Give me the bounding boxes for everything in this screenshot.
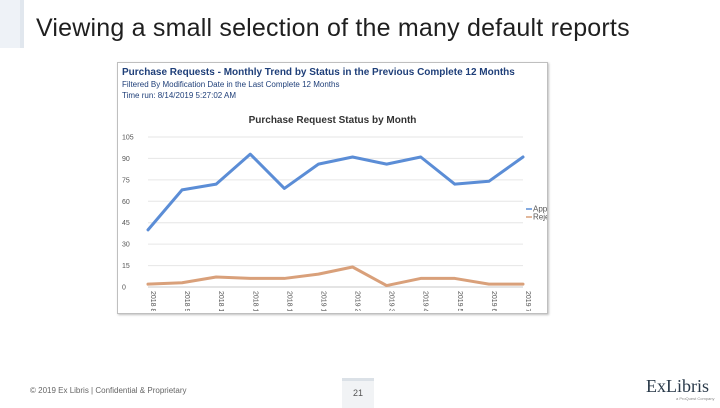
y-tick-label: 90 xyxy=(122,156,130,163)
data-point-approved xyxy=(146,228,150,232)
x-tick-label: 2018 12 December xyxy=(285,291,292,311)
x-tick-label: 2018 8 August xyxy=(149,291,156,311)
y-tick-label: 0 xyxy=(122,285,126,292)
x-tick-label: 2019 7 July xyxy=(524,291,531,311)
chart-title: Purchase Request Status by Month xyxy=(248,115,417,126)
page-number: 21 xyxy=(342,378,374,408)
logo-text: ExLibris xyxy=(646,376,709,396)
title-accent-bar xyxy=(0,0,24,48)
y-tick-label: 30 xyxy=(122,242,130,249)
y-tick-label: 105 xyxy=(122,135,134,142)
x-tick-label: 2019 6 June xyxy=(490,291,497,311)
exlibris-logo: ExLibris a ProQuest Company xyxy=(640,376,715,402)
data-point-approved xyxy=(214,182,218,186)
x-tick-label: 2019 1 January xyxy=(319,291,326,311)
footer-copyright: © 2019 Ex Libris | Confidential & Propri… xyxy=(30,386,187,395)
data-point-approved xyxy=(453,182,457,186)
slide-title: Viewing a small selection of the many de… xyxy=(36,14,630,42)
data-point-approved xyxy=(385,162,388,166)
data-point-rejected xyxy=(146,282,150,286)
y-tick-label: 45 xyxy=(122,220,130,227)
data-point-approved xyxy=(283,187,286,190)
y-tick-label: 75 xyxy=(122,177,130,184)
data-point-rejected xyxy=(385,284,388,287)
data-point-approved xyxy=(487,180,491,183)
report-filter-text: Filtered By Modification Date in the Las… xyxy=(122,80,340,89)
series-line-approved xyxy=(146,152,525,232)
x-tick-label: 2019 3 March xyxy=(388,291,395,311)
data-point-rejected xyxy=(351,265,354,269)
data-point-rejected xyxy=(214,275,218,279)
data-point-rejected xyxy=(453,277,457,280)
report-panel: Purchase Requests - Monthly Trend by Sta… xyxy=(117,62,548,314)
data-point-rejected xyxy=(487,282,491,286)
data-point-approved xyxy=(419,155,422,159)
legend-label-rejected: Rejected xyxy=(533,213,547,222)
data-point-rejected xyxy=(521,282,525,286)
data-point-approved xyxy=(521,155,525,159)
report-timestamp: Time run: 8/14/2019 5:27:02 AM xyxy=(122,91,236,100)
x-tick-label: 2018 10 October xyxy=(217,291,224,311)
report-title[interactable]: Purchase Requests - Monthly Trend by Sta… xyxy=(122,67,515,78)
series-line-rejected xyxy=(146,265,525,288)
data-point-rejected xyxy=(283,277,286,280)
x-tick-label: 2019 5 May xyxy=(456,291,463,311)
data-point-rejected xyxy=(180,281,184,284)
data-point-approved xyxy=(317,162,320,166)
data-point-approved xyxy=(249,152,252,156)
data-point-rejected xyxy=(419,277,422,280)
x-tick-label: 2018 11 November xyxy=(251,291,258,311)
x-tick-label: 2019 2 February xyxy=(354,291,361,311)
logo-tagline: a ProQuest Company xyxy=(676,396,715,401)
y-tick-label: 60 xyxy=(122,199,130,206)
data-point-rejected xyxy=(317,272,320,276)
legend-label-approved: Approved xyxy=(533,205,547,214)
data-point-rejected xyxy=(249,277,252,280)
y-tick-label: 15 xyxy=(122,263,130,270)
line-chart: 0 15 30 45 60 75 90 105 2018 8 August 2018 9 Sept… xyxy=(122,135,547,312)
x-tick-label: 2019 4 April xyxy=(422,291,429,311)
x-tick-label: 2018 9 September xyxy=(183,291,190,311)
data-point-approved xyxy=(351,155,354,159)
data-point-approved xyxy=(180,188,184,192)
